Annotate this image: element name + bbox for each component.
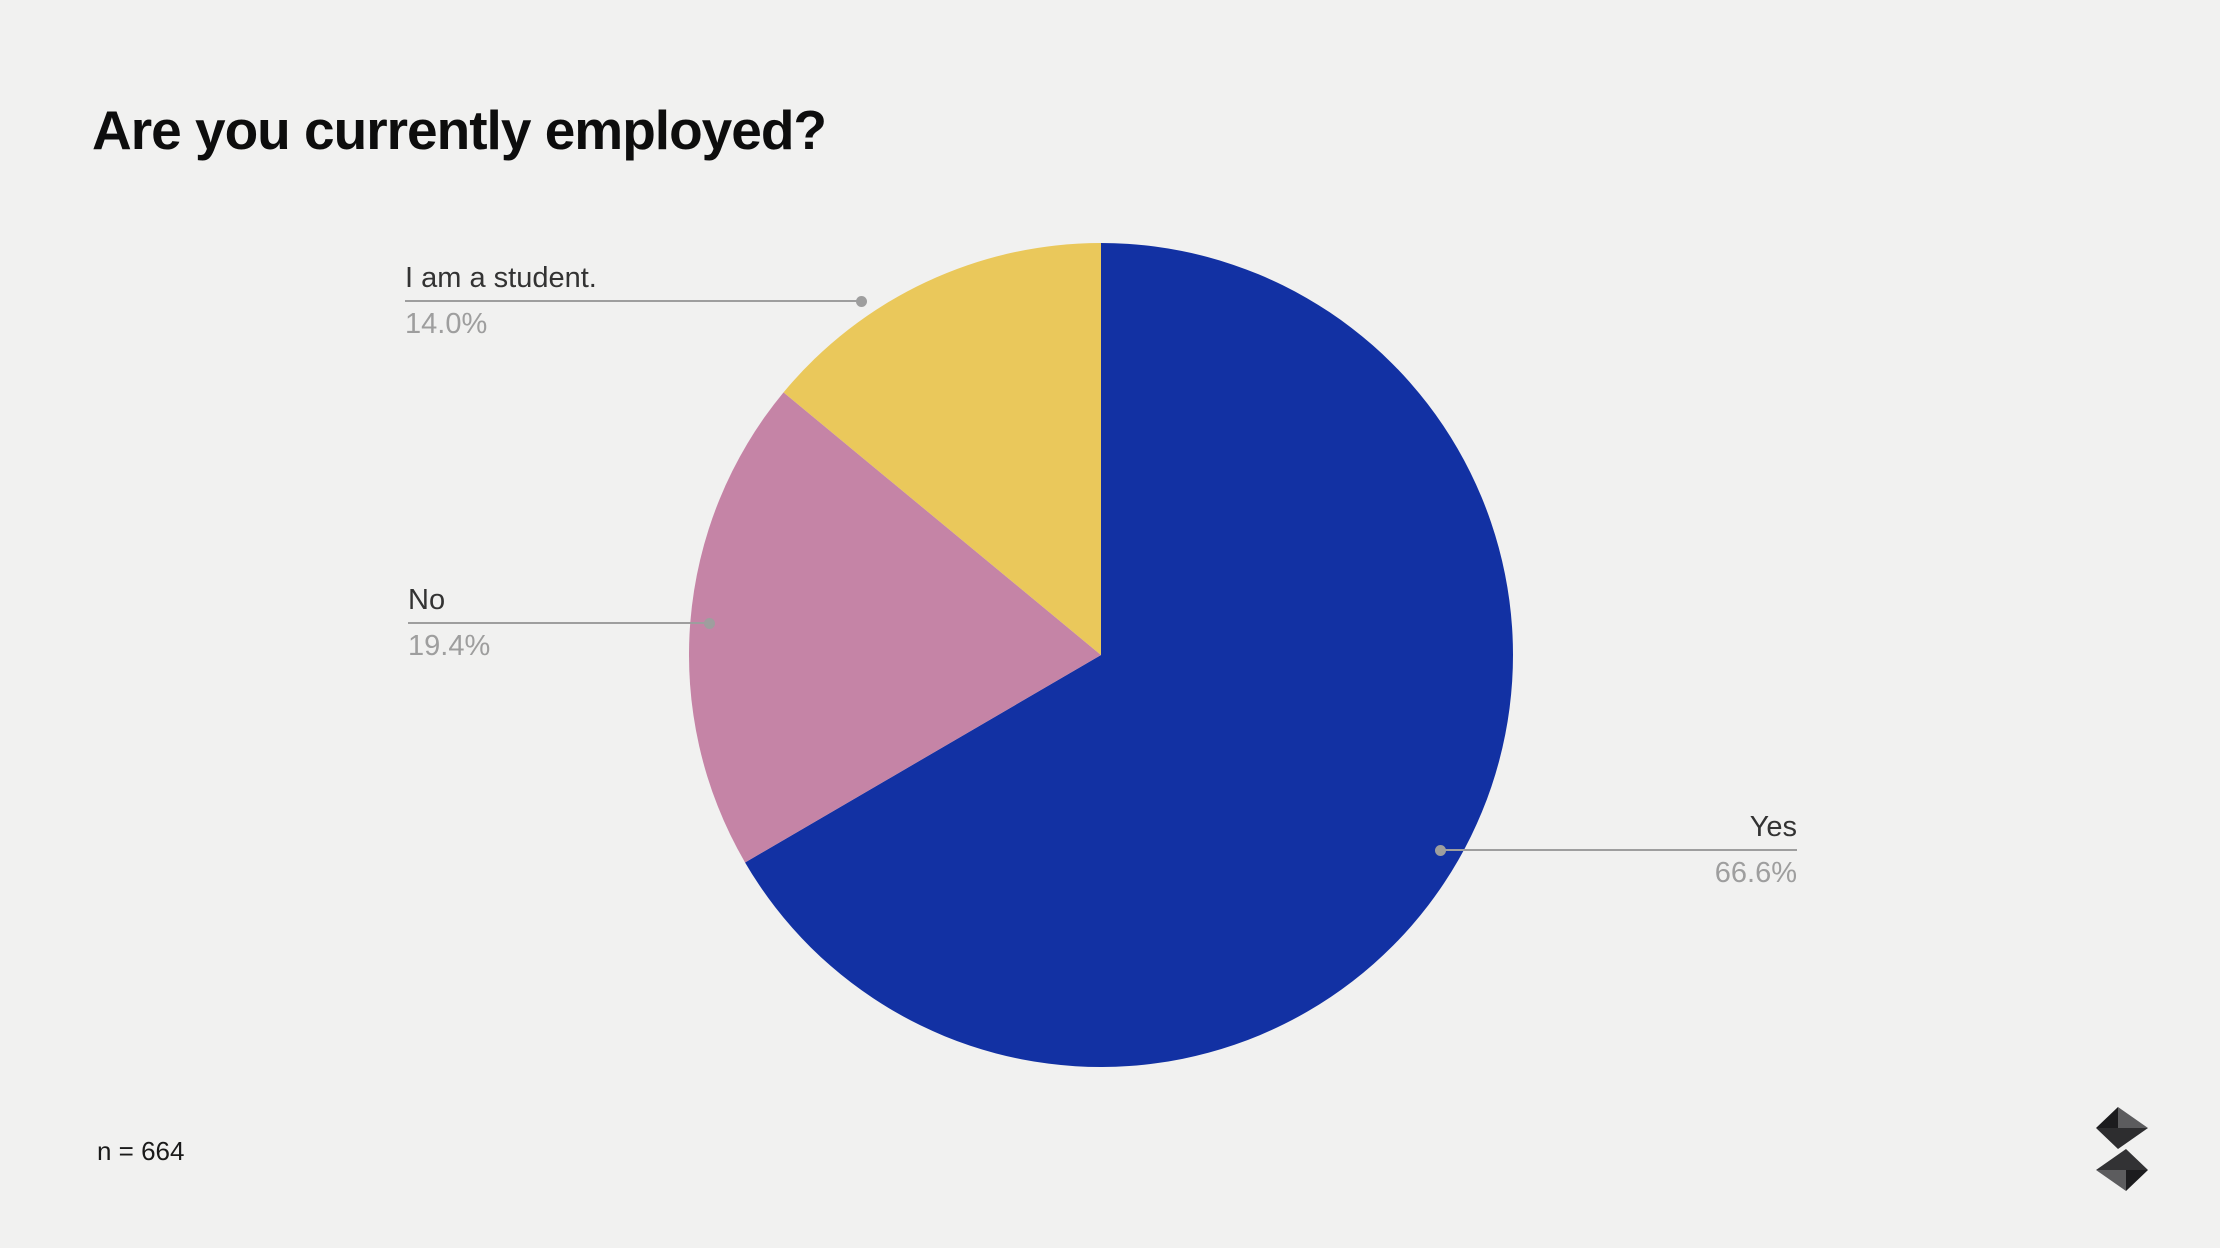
leader-dot [704,617,715,629]
pie-slice-yes[interactable] [745,243,1513,1067]
slice-label: I am a student. [405,262,597,294]
pie-svg [688,243,1513,1067]
leader-line [408,617,715,629]
slice-percent: 66.6% [1714,857,1797,889]
callout-i-am-a-student: I am a student. 14.0% [405,261,867,341]
slice-percent: 19.4% [408,630,491,662]
slice-percent: 14.0% [405,308,488,340]
leader-line [405,295,867,307]
leader-dot [856,295,867,307]
pie-slice-i-am-a-student[interactable] [783,243,1101,655]
callout-no: No 19.4% [408,583,715,663]
slice-label: Yes [1749,811,1797,843]
sample-size: n = 664 [97,1136,185,1166]
leader-line [1435,844,1797,856]
slice-label: No [408,584,446,616]
pie-chart [688,243,1513,1067]
pie-slice-no[interactable] [688,392,1101,863]
callout-yes: Yes 66.6% [1435,810,1797,890]
leader-dot [1435,844,1446,856]
chart-title: Are you currently employed? [92,99,827,161]
brand-logo-icon [2096,1107,2148,1191]
